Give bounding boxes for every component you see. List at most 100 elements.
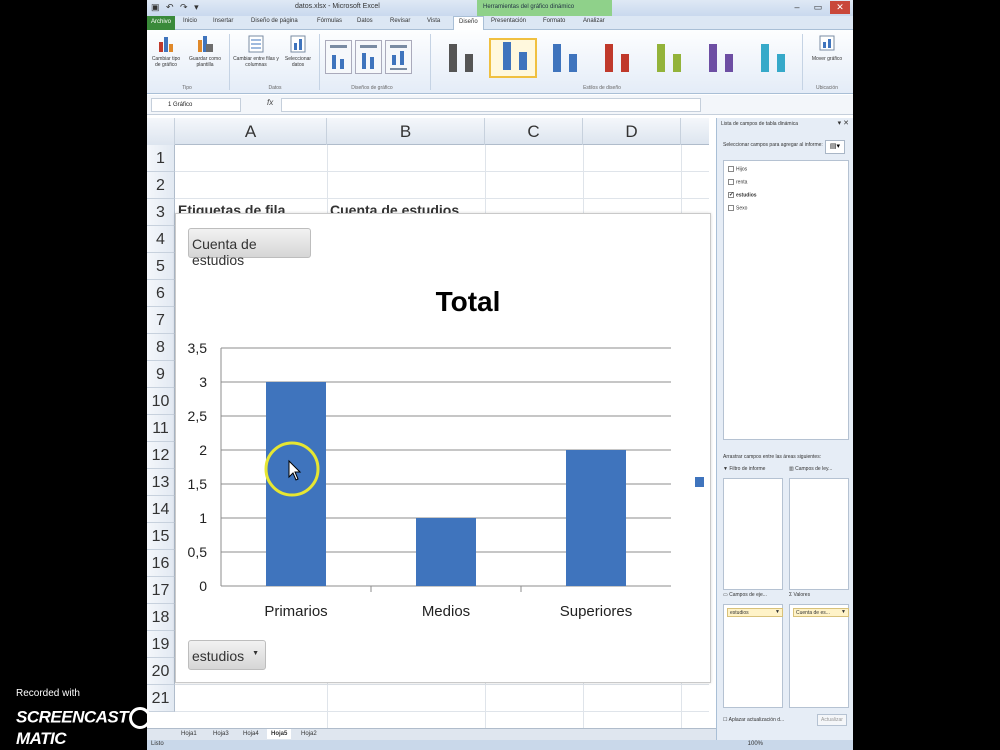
filter-area[interactable] xyxy=(723,478,783,590)
close-button[interactable]: ✕ xyxy=(830,1,850,14)
sheet-tab[interactable]: Hoja3 xyxy=(213,731,229,737)
ribbon-separator xyxy=(229,34,230,90)
row-header[interactable]: 14 xyxy=(147,496,175,523)
update-button[interactable]: Actualizar xyxy=(817,714,847,726)
bar-superiores xyxy=(566,450,626,586)
close-icon[interactable]: ▾ ✕ xyxy=(837,120,849,127)
row-header[interactable]: 15 xyxy=(147,523,175,550)
tab-page-layout[interactable]: Diseño de página xyxy=(251,18,298,24)
minimize-button[interactable]: – xyxy=(794,2,800,12)
switch-row-column-button[interactable]: Cambiar entre filas y columnas xyxy=(233,34,279,68)
row-header[interactable]: 20 xyxy=(147,658,175,685)
field-checkbox-estudios[interactable]: ✓ estudios xyxy=(728,192,757,198)
row-header[interactable]: 19 xyxy=(147,631,175,658)
change-chart-type-button[interactable]: Cambiar tipo de gráfico xyxy=(149,34,183,68)
tab-layout[interactable]: Presentación xyxy=(491,18,527,24)
pivot-field-list-pane: Lista de campos de tabla dinámica ▾ ✕ Se… xyxy=(716,118,853,740)
value-field-button[interactable]: Cuenta de estudios xyxy=(188,228,311,268)
column-header-a[interactable]: A xyxy=(175,118,327,145)
tab-home[interactable]: Inicio xyxy=(183,18,198,24)
column-header-d[interactable]: D xyxy=(583,118,681,145)
field-label: Sexo xyxy=(736,205,748,212)
field-checkbox-hijos[interactable]: Hijos xyxy=(728,166,747,172)
sheet-tab[interactable]: Hoja2 xyxy=(301,731,317,737)
layout-3-icon xyxy=(390,45,407,70)
save-as-template-button[interactable]: Guardar como plantilla xyxy=(185,34,225,68)
row-header[interactable]: 10 xyxy=(147,388,175,415)
axis-field-chip[interactable]: estudios ▼ xyxy=(727,608,783,617)
tab-insert[interactable]: Insertar xyxy=(213,18,234,24)
cell-a3[interactable]: Etiquetas de fila xyxy=(178,202,286,214)
row-header[interactable]: 13 xyxy=(147,469,175,496)
chart-style-option[interactable] xyxy=(541,38,589,78)
quick-access-toolbar[interactable]: ▣ ↶ ↷ ▾ xyxy=(151,2,201,12)
row-header[interactable]: 12 xyxy=(147,442,175,469)
chart-style-option[interactable] xyxy=(593,38,641,78)
chart-style-option[interactable] xyxy=(489,38,537,78)
column-header-b[interactable]: B xyxy=(327,118,485,145)
chart-plot-area[interactable]: Total 0 0,5 1 1,5 2 2,5 3 3,5 Primarios Medios Supe… xyxy=(176,214,712,684)
maximize-button[interactable]: ▭ xyxy=(813,2,823,12)
row-header[interactable]: 1 xyxy=(147,145,175,172)
row-header[interactable]: 18 xyxy=(147,604,175,631)
sheet-tab[interactable]: Hoja1 xyxy=(181,731,197,737)
row-header[interactable]: 3 xyxy=(147,199,175,226)
move-chart-button[interactable]: Mover gráfico xyxy=(807,34,847,62)
fx-icon[interactable]: fx xyxy=(267,98,274,107)
tab-format[interactable]: Formato xyxy=(543,18,566,24)
checkbox[interactable]: ✓ xyxy=(728,192,735,198)
tab-formulas[interactable]: Fórmulas xyxy=(317,18,343,24)
gridline xyxy=(175,171,709,172)
layout-options-button[interactable]: ▤▾ xyxy=(825,140,845,154)
row-header[interactable]: 6 xyxy=(147,280,175,307)
tab-file[interactable]: Archivo xyxy=(147,16,175,30)
formula-input[interactable] xyxy=(281,98,701,112)
field-checkbox-sexo[interactable]: Sexo xyxy=(728,205,747,211)
values-field-chip[interactable]: Cuenta de es... ▼ xyxy=(793,608,849,617)
row-header[interactable]: 9 xyxy=(147,361,175,388)
row-header[interactable]: 2 xyxy=(147,172,175,199)
select-all-corner[interactable] xyxy=(147,118,175,145)
defer-update-checkbox[interactable]: ☐ Aplazar actualización d... xyxy=(723,717,785,723)
chart-layout-3[interactable] xyxy=(385,40,412,74)
checkbox[interactable] xyxy=(728,179,734,185)
chart-style-option[interactable] xyxy=(437,38,485,78)
values-area[interactable]: Cuenta de es... ▼ xyxy=(789,604,849,708)
tab-view[interactable]: Vista xyxy=(427,18,441,24)
chart-style-option[interactable] xyxy=(697,38,745,78)
tab-data[interactable]: Datos xyxy=(357,18,373,24)
zoom-level[interactable]: 100% xyxy=(747,741,763,747)
sheet-tab[interactable]: Hoja4 xyxy=(243,731,259,737)
field-checkbox-renta[interactable]: renta xyxy=(728,179,747,185)
select-data-button[interactable]: Seleccionar datos xyxy=(280,34,316,68)
axis-field-button[interactable]: estudios ▼ xyxy=(188,640,266,670)
name-box[interactable]: 1 Gráfico xyxy=(151,98,241,112)
chart-layout-1[interactable] xyxy=(325,40,352,74)
tab-design[interactable]: Diseño xyxy=(453,16,484,30)
pivot-chart[interactable]: Cuenta de estudios Total 0 0,5 1 1,5 2 2,5 3 3,5… xyxy=(175,213,711,683)
layout-2-icon xyxy=(360,45,377,69)
row-header[interactable]: 5 xyxy=(147,253,175,280)
axis-area[interactable]: estudios ▼ xyxy=(723,604,783,708)
layout-1-icon xyxy=(330,45,347,69)
ribbon-tabs: Archivo Inicio Insertar Diseño de página… xyxy=(147,16,853,30)
row-header[interactable]: 7 xyxy=(147,307,175,334)
chart-style-option[interactable] xyxy=(645,38,693,78)
tab-review[interactable]: Revisar xyxy=(390,18,411,24)
legend-area[interactable] xyxy=(789,478,849,590)
cell-b3[interactable]: Cuenta de estudios xyxy=(330,202,460,214)
row-header[interactable]: 8 xyxy=(147,334,175,361)
sheet-tab-active[interactable]: Hoja5 xyxy=(267,729,292,739)
row-header[interactable]: 16 xyxy=(147,550,175,577)
row-header[interactable]: 21 xyxy=(147,685,175,712)
chart-style-option[interactable] xyxy=(749,38,797,78)
chart-layout-2[interactable] xyxy=(355,40,382,74)
y-tick-label: 1 xyxy=(199,510,207,526)
row-header[interactable]: 4 xyxy=(147,226,175,253)
tab-analyze[interactable]: Analizar xyxy=(583,18,605,24)
checkbox[interactable] xyxy=(728,166,734,172)
row-header[interactable]: 17 xyxy=(147,577,175,604)
checkbox[interactable] xyxy=(728,205,734,211)
column-header-c[interactable]: C xyxy=(485,118,583,145)
row-header[interactable]: 11 xyxy=(147,415,175,442)
